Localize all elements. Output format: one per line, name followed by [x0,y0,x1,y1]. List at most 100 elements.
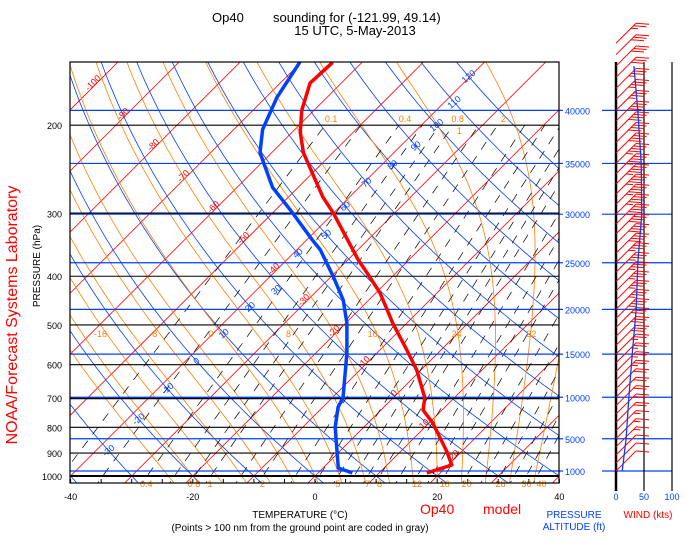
wind-barb-feather [635,368,650,371]
wind-barb-feather [635,232,650,235]
wind-barb-staff [615,242,637,264]
wind-barb [615,368,650,390]
wind-barb-feather [633,186,647,189]
wind-barb-feather [630,256,645,259]
wind-barb-feather [628,191,642,194]
mixing-ratio-line [362,166,559,483]
wind-barb-feather [630,116,645,119]
wind-barb-half-feather [628,97,636,99]
wind-barb [615,401,650,423]
dry-adiabat-line [70,169,325,483]
side-label: NOAA/Forecast Systems Laboratory [4,186,21,445]
isotherm-line [124,62,547,483]
wind-barb-staff [615,418,637,440]
wind-barb [615,288,650,310]
wind-barb-feather [635,306,650,309]
wind-barb-feather [630,237,645,240]
wind-barb-half-feather [625,213,634,216]
wind-barb-feather [635,297,650,300]
gray-points-note: (Points > 100 nm from the ground point a… [171,523,428,534]
wind-barb-staff [615,270,637,292]
wind-barb-feather [635,132,650,135]
x-tick-label: -40 [64,492,77,502]
mixing-ratio-line [141,124,400,483]
moist-adiabat-line [70,63,319,483]
wind-barb-feather [635,324,650,327]
mixing-ratio-line [205,124,454,483]
wind-barb [615,385,650,407]
wind-barb-feather [630,61,645,64]
wind-barb-feather [628,108,642,111]
wind-barb-feather [633,370,647,373]
wind-barb-staff [615,289,637,310]
mixing-ratio-top-label: 0.4 [399,114,412,124]
wind-barb [615,333,650,355]
y-axis-label: PRESSURE (hPa) [32,225,43,307]
moist-adiabat-label: -8 [149,329,157,339]
wind-barb-feather [635,315,650,318]
wind-barb-feather [633,206,647,209]
wind-barb-feather [633,70,647,73]
wind-barb-feather [633,196,647,199]
dry-adiabat-label: 50 [319,227,333,241]
wind-barb-half-feather [628,287,636,289]
wind-barb-staff [615,68,637,89]
mixing-ratio-line [496,369,559,483]
wind-barb [615,56,650,78]
plot-frame [69,61,560,484]
mixing-ratio-top-label: 0.8 [451,114,464,124]
isotherm-line [490,414,559,483]
wind-barb-feather [630,320,645,323]
wind-barb-half-feather [625,203,634,206]
wind-barb-feather [635,342,650,345]
wind-barb-feather [633,25,647,28]
dry-adiabat-label: 0 [191,356,201,367]
wind-tick-label: 0 [613,492,618,502]
wind-barb [615,203,650,225]
mixing-ratio-bottom-label: 8 [377,479,382,489]
isotherm-line [70,62,486,478]
x-tick-label: 40 [554,492,564,502]
altitude-tick-label: 30000 [565,210,590,220]
isotherm-label: -70 [175,168,191,184]
dry-adiabat-label: 30 [269,283,283,297]
wind-barb-staff [615,279,637,301]
wind-barb [615,183,650,205]
wind-barb-staff [615,368,637,390]
altitude-label-line2: ALTITUDE (ft) [543,522,606,533]
wind-barb-half-feather [628,86,636,88]
mixing-ratio-bottom-label: 0.8 [188,479,201,489]
wind-barb-half-feather [630,347,639,349]
wind-barb-feather [633,36,647,39]
mixing-ratio-bottom-label: 40 [536,479,546,489]
wind-barb-feather [635,142,650,145]
moist-adiabat-label: 32 [526,329,536,339]
pressure-tick-label: 800 [47,423,62,433]
wind-barb-half-feather [628,296,636,298]
wind-barb-feather [633,300,647,303]
wind-barb-staff [615,90,637,111]
wind-barb-staff [615,45,637,67]
wind-barb-feather [635,333,650,336]
profiles [258,62,454,475]
pressure-tick-label: 200 [47,121,62,131]
mixing-ratio-line [440,279,559,483]
model-title: Op40 [212,10,244,25]
wind-barb-feather [630,329,645,332]
wind-barb-half-feather [625,193,634,196]
mixing-ratio-top-label: 1 [457,126,462,136]
mixing-ratio-line [333,127,559,483]
wind-barb-feather [633,244,647,247]
wind-barb [615,418,650,440]
isotherm-line [70,62,241,233]
wind-barb-feather [633,404,647,407]
wind-barb-feather [633,272,647,275]
wind-barb-staff [615,111,637,133]
dry-adiabat-label: 20 [243,300,257,314]
wind-barb-feather [633,225,647,228]
wind-barb-staff [615,442,637,464]
wind-barb-feather [633,113,647,116]
mixing-ratio-top-label: 2 [501,114,506,124]
wind-barb-feather [633,379,647,382]
wind-barb-feather [630,178,645,181]
